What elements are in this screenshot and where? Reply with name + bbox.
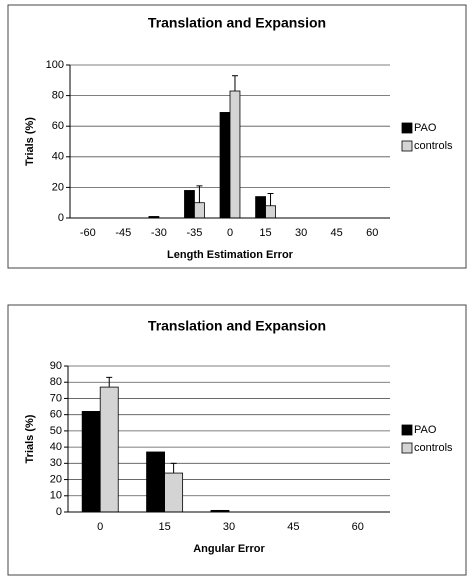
- legend-label: controls: [414, 442, 453, 454]
- y-tick-label: 60: [52, 120, 64, 132]
- x-tick-label: 45: [331, 227, 343, 239]
- y-tick-label: 0: [56, 506, 62, 518]
- legend-label: PAO: [414, 122, 437, 134]
- y-tick-label: 80: [52, 90, 64, 102]
- x-tick-label: 15: [259, 227, 271, 239]
- y-tick-label: 70: [50, 392, 62, 404]
- x-tick-label: 30: [223, 521, 235, 533]
- legend-swatch: [401, 424, 413, 436]
- legend-swatch: [401, 122, 413, 134]
- x-tick-label: -60: [80, 227, 96, 239]
- bar: [219, 112, 231, 219]
- bar: [146, 451, 165, 513]
- y-tick-label: 80: [50, 376, 62, 388]
- x-tick-label: -45: [115, 227, 131, 239]
- y-tick-label: 40: [52, 151, 64, 163]
- bar: [164, 472, 184, 513]
- x-tick-label: 15: [158, 521, 170, 533]
- y-tick-label: 100: [46, 59, 64, 71]
- y-axis-title: Trials (%): [24, 117, 36, 166]
- x-tick-label: 60: [366, 227, 378, 239]
- bar: [265, 205, 276, 219]
- x-tick-label: 45: [287, 521, 299, 533]
- legend-swatch: [401, 442, 413, 454]
- y-tick-label: 30: [50, 457, 62, 469]
- bar: [229, 90, 241, 219]
- y-axis-title: Trials (%): [24, 414, 36, 463]
- legend-label: PAO: [414, 424, 437, 436]
- x-axis-title: Length Estimation Error: [167, 249, 294, 261]
- bar: [184, 190, 195, 219]
- legend-label: controls: [414, 140, 453, 152]
- bar: [99, 386, 119, 513]
- y-tick-label: 20: [52, 181, 64, 193]
- y-tick-label: 0: [58, 212, 64, 224]
- bar: [255, 196, 266, 219]
- bar: [194, 202, 205, 219]
- x-tick-label: 60: [352, 521, 364, 533]
- x-tick-label: 0: [97, 521, 103, 533]
- x-tick-label: -35: [186, 227, 202, 239]
- plot-area: [68, 366, 390, 512]
- legend-swatch: [401, 140, 413, 152]
- bar: [81, 411, 101, 513]
- x-tick-label: 30: [295, 227, 307, 239]
- y-tick-label: 40: [50, 441, 62, 453]
- y-tick-label: 90: [50, 360, 62, 372]
- x-tick-label: 0: [227, 227, 233, 239]
- y-tick-label: 60: [50, 409, 62, 421]
- x-tick-label: -30: [151, 227, 167, 239]
- chart-title: Translation and Expansion: [148, 15, 326, 31]
- y-tick-label: 20: [50, 473, 62, 485]
- chart-title: Translation and Expansion: [148, 318, 326, 334]
- x-axis-title: Angular Error: [193, 543, 265, 555]
- y-tick-label: 50: [50, 425, 62, 437]
- y-tick-label: 10: [50, 490, 62, 502]
